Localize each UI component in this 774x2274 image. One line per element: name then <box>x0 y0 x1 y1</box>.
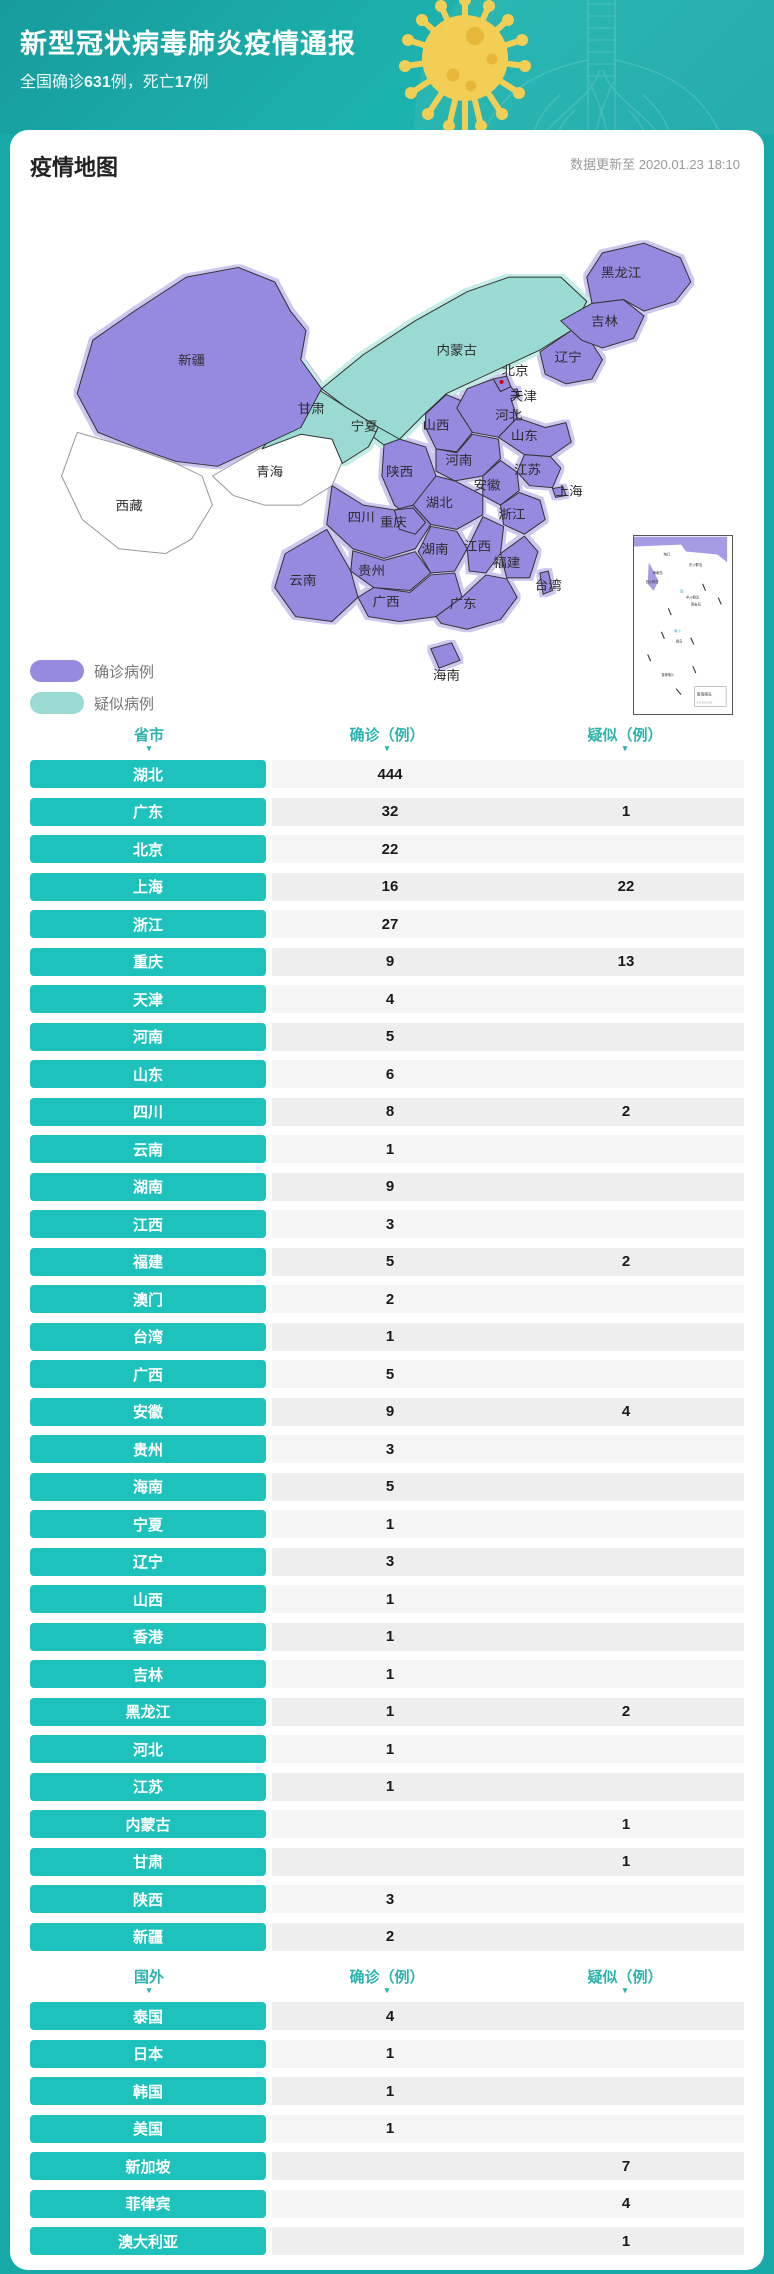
svg-text:西沙群岛: 西沙群岛 <box>646 579 659 584</box>
svg-text:甘肃: 甘肃 <box>298 401 325 415</box>
svg-text:北京: 北京 <box>502 364 529 378</box>
svg-text:湖北: 湖北 <box>426 495 453 509</box>
svg-text:南海诸岛: 南海诸岛 <box>697 692 712 697</box>
svg-text:陕西: 陕西 <box>386 464 413 478</box>
svg-text:浙江: 浙江 <box>498 507 525 521</box>
svg-text:东沙群岛: 东沙群岛 <box>689 562 703 567</box>
svg-text:江西: 江西 <box>464 539 491 553</box>
svg-text:上海: 上海 <box>556 484 583 498</box>
svg-text:河南: 河南 <box>445 453 472 467</box>
svg-text:青海: 青海 <box>256 464 283 478</box>
svg-text:海南: 海南 <box>433 668 460 682</box>
svg-text:南: 南 <box>680 589 684 594</box>
svg-text:内蒙古: 内蒙古 <box>437 343 478 357</box>
svg-text:吉林: 吉林 <box>591 314 618 328</box>
svg-text:1:4 000 000: 1:4 000 000 <box>697 700 713 704</box>
svg-text:群岛: 群岛 <box>676 639 682 644</box>
svg-text:重庆: 重庆 <box>380 515 407 529</box>
svg-text:辽宁: 辽宁 <box>555 350 582 364</box>
svg-text:天津: 天津 <box>510 389 537 403</box>
svg-text:福建: 福建 <box>493 556 520 570</box>
svg-text:广东: 广东 <box>450 596 477 610</box>
svg-text:中沙群岛: 中沙群岛 <box>686 595 700 600</box>
svg-text:江苏: 江苏 <box>514 462 541 476</box>
svg-text:台湾: 台湾 <box>535 578 562 592</box>
svg-text:四川: 四川 <box>348 510 375 524</box>
svg-text:云南: 云南 <box>289 573 316 587</box>
svg-text:广西: 广西 <box>373 594 400 608</box>
svg-text:山西: 山西 <box>422 418 449 432</box>
svg-text:海南岛: 海南岛 <box>653 570 664 575</box>
svg-text:河北: 河北 <box>495 408 522 422</box>
svg-text:山东: 山东 <box>511 429 538 443</box>
svg-text:安徽: 安徽 <box>473 478 500 492</box>
svg-text:湖南: 湖南 <box>421 542 448 556</box>
svg-text:宁夏: 宁夏 <box>351 419 378 433</box>
svg-text:西藏: 西藏 <box>116 498 143 512</box>
svg-text:新疆: 新疆 <box>178 353 205 367</box>
svg-text:黄岩岛: 黄岩岛 <box>691 601 702 606</box>
svg-text:曾母暗沙: 曾母暗沙 <box>661 672 674 677</box>
svg-text:黑龙江: 黑龙江 <box>601 266 642 280</box>
svg-text:贵州: 贵州 <box>358 563 385 577</box>
svg-text:南沙: 南沙 <box>674 628 681 633</box>
svg-text:海口: 海口 <box>663 551 671 556</box>
